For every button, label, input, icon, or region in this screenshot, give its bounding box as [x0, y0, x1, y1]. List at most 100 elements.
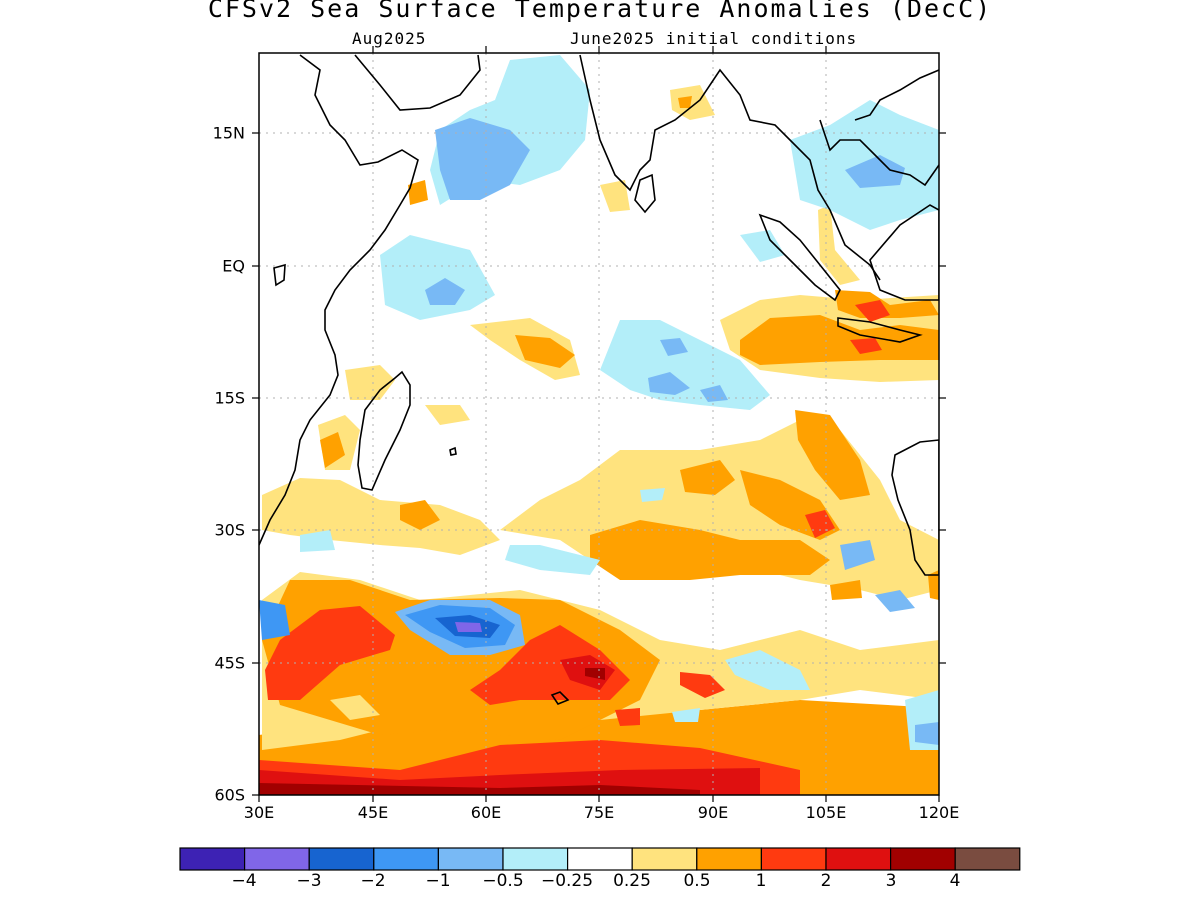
lat-label-30s: 30S: [214, 520, 245, 540]
coastline-indochina: [819, 119, 939, 187]
anomaly-region: [672, 708, 700, 722]
anomaly-region: [830, 580, 862, 600]
map-title: CFSv2 Sea Surface Temperature Anomalies …: [207, 0, 993, 23]
coastline-small-island: [449, 446, 457, 456]
anomaly-region: [259, 783, 700, 795]
anomaly-region: [408, 180, 428, 205]
colorbar-swatch: [179, 847, 246, 871]
anomaly-region: [585, 668, 605, 680]
colorbar-label: −0.5: [482, 871, 524, 891]
colorbar-swatch: [631, 847, 698, 871]
colorbar-label: −3: [296, 871, 322, 891]
anomaly-region: [590, 520, 830, 580]
anomaly-region: [795, 410, 870, 500]
colorbar-swatch: [889, 847, 956, 871]
anomaly-region: [670, 85, 715, 120]
colorbar-label: 3: [885, 871, 897, 891]
colorbar-label: 4: [949, 871, 961, 891]
lat-label-eq: EQ: [222, 256, 245, 276]
anomaly-region: [265, 606, 395, 700]
colorbar-swatch: [760, 847, 827, 871]
colorbar: [179, 847, 1021, 871]
lon-label-30e: 30E: [243, 803, 275, 822]
coastline-east-africa: [259, 54, 419, 546]
colorbar-label: 2: [820, 871, 832, 891]
forecast-month: Aug2025: [352, 29, 427, 48]
anomaly-region: [875, 590, 915, 612]
anomaly-region: [320, 432, 345, 468]
anomaly-region: [818, 205, 860, 285]
coastline-java: [837, 317, 923, 343]
anomaly-region: [640, 488, 665, 502]
coastline-malay: [854, 69, 939, 121]
coastline-australia: [891, 439, 939, 576]
anomaly-region: [300, 530, 335, 552]
colorbar-label: 1: [755, 871, 767, 891]
anomaly-region: [455, 622, 482, 632]
lon-label-105e: 105E: [805, 803, 847, 822]
coastline-small-island: [273, 263, 286, 287]
lat-label-60s: 60S: [214, 785, 245, 805]
tick-marks: [252, 46, 946, 802]
lat-label-15n: 15N: [212, 123, 245, 143]
anomaly-region: [678, 96, 692, 108]
anomaly-region: [740, 230, 785, 262]
initial-conditions: June2025 initial conditions: [570, 29, 858, 48]
colorbar-swatch: [373, 847, 439, 871]
anomaly-region: [515, 335, 575, 368]
anomaly-region: [928, 570, 939, 600]
anomaly-region: [435, 118, 530, 200]
anomaly-region: [425, 278, 465, 305]
anomaly-region: [850, 338, 882, 354]
colorbar-swatch: [308, 847, 375, 871]
colorbar-swatch: [696, 847, 762, 871]
anomaly-region: [330, 695, 380, 720]
anomaly-region: [805, 510, 835, 538]
anomaly-region: [600, 320, 770, 410]
anomaly-region: [680, 460, 735, 495]
anomaly-region: [380, 235, 495, 320]
coastlines: [259, 54, 939, 705]
coastline-india: [579, 54, 881, 281]
colorbar-swatch: [502, 847, 569, 871]
anomaly-region: [680, 672, 725, 698]
colorbar-swatch: [825, 847, 892, 871]
colorbar-label: −0.25: [540, 871, 594, 891]
coastline-small-island: [550, 691, 570, 705]
colorbar-label: −2: [360, 871, 386, 891]
anomaly-region: [345, 365, 395, 400]
colorbar-swatch: [954, 847, 1021, 871]
coastline-sri-lanka: [634, 173, 656, 214]
lon-label-45e: 45E: [357, 803, 389, 822]
colorbar-label: 0.25: [613, 871, 651, 891]
anomaly-region: [505, 545, 600, 575]
graticule: [259, 53, 939, 795]
lat-label-45s: 45S: [214, 653, 245, 673]
coastline-borneo: [869, 204, 939, 301]
anomaly-region: [915, 722, 939, 745]
anomaly-region: [845, 155, 905, 188]
lon-label-60e: 60E: [470, 803, 502, 822]
anomaly-region: [648, 372, 690, 395]
anomaly-region: [840, 540, 875, 570]
lon-label-120e: 120E: [918, 803, 960, 822]
colorbar-swatch: [566, 847, 633, 871]
colorbar-label: −4: [231, 871, 257, 891]
lat-label-15s: 15S: [214, 388, 245, 408]
anomaly-region: [660, 338, 688, 356]
lon-label-90e: 90E: [697, 803, 729, 822]
anomaly-region: [425, 405, 470, 425]
coastline-arabia: [354, 54, 481, 111]
colorbar-label: 0.5: [683, 871, 711, 891]
colorbar-swatch: [437, 847, 504, 871]
anomaly-region: [400, 500, 440, 530]
anomaly-region: [615, 708, 640, 726]
anomaly-region: [600, 180, 630, 212]
anomaly-region: [855, 300, 890, 322]
colorbar-label: −1: [425, 871, 451, 891]
anomaly-region: [725, 650, 810, 690]
lon-label-75e: 75E: [583, 803, 615, 822]
anomaly-region: [259, 600, 290, 640]
anomaly-region: [262, 478, 500, 555]
